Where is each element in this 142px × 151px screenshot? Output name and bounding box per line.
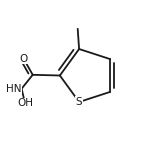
Text: HN: HN (6, 84, 22, 94)
Text: S: S (76, 97, 82, 107)
Text: OH: OH (17, 98, 33, 108)
Text: O: O (20, 54, 28, 64)
